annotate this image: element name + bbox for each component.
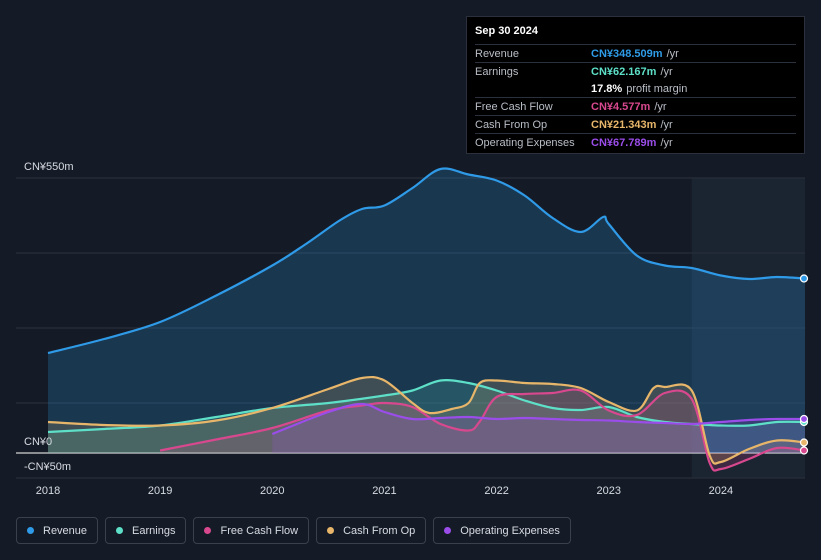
y-axis-bottom-label: -CN¥50m: [24, 461, 71, 473]
operating-expenses-area: [272, 404, 806, 453]
legend-item-label: Earnings: [132, 524, 176, 537]
legend-item-earnings[interactable]: Earnings: [105, 517, 187, 544]
x-tick-label: 2020: [260, 485, 284, 497]
tooltip-row-value: CN¥348.509m: [591, 47, 663, 60]
tooltip-row-revenue: Revenue CN¥348.509m/yr: [475, 44, 796, 62]
tooltip-panel: Sep 30 2024 Revenue CN¥348.509m/yr Earning…: [466, 16, 805, 154]
tooltip-row-value: CN¥67.789m: [591, 136, 657, 149]
revenue-area: [48, 168, 805, 453]
y-axis-top-label: CN¥550m: [24, 161, 74, 173]
tooltip-row-label: Earnings: [475, 65, 519, 78]
revenue-endpoint: [799, 274, 809, 283]
free-cash-flow-line: [159, 388, 806, 472]
tooltip-row-unit: /yr: [666, 47, 679, 60]
legend-item-label: Operating Expenses: [460, 524, 560, 537]
tooltip-row-value: CN¥21.343m: [591, 118, 657, 131]
x-tick-label: 2022: [484, 485, 508, 497]
tooltip-row-value: CN¥4.577m: [591, 100, 651, 113]
legend-item-label: Revenue: [43, 524, 88, 537]
tooltip-date: Sep 30 2024: [475, 25, 538, 37]
earnings-line: [47, 379, 806, 434]
x-tick-label: 2018: [36, 485, 60, 497]
operating-expenses-endpoint: [799, 414, 809, 424]
tooltip-row-earnings: Earnings CN¥62.167m/yr: [475, 62, 796, 80]
series-lines: [47, 167, 806, 472]
grid-lines: [16, 177, 805, 479]
legend-item-revenue[interactable]: Revenue: [16, 517, 99, 544]
tooltip-row-operating-expenses: Operating Expenses CN¥67.789m/yr: [475, 133, 796, 151]
legend-item-cash-from-op[interactable]: Cash From Op: [316, 517, 427, 544]
legend-dot-icon: [204, 527, 212, 534]
tooltip-rows: Revenue CN¥348.509m/yr Earnings CN¥62.167m /…: [475, 44, 796, 151]
tooltip-row-unit: /yr: [660, 65, 673, 78]
y-axis-zero-label: CN¥0: [24, 436, 52, 448]
tooltip-row-unit: /yr: [660, 136, 673, 149]
legend-dot-icon: [327, 527, 335, 534]
tooltip-row-label: Free Cash Flow: [475, 100, 553, 113]
free-cash-flow-endpoint: [799, 446, 809, 455]
tooltip-row-label: Revenue: [475, 47, 520, 60]
legend-dot-icon: [116, 527, 124, 534]
legend: Revenue Earnings Free Cash Flow Cash From O…: [16, 517, 578, 546]
cash-from-op-endpoint: [799, 438, 809, 447]
tooltip-row-profit-margin: 17.8% profit margin: [475, 80, 796, 97]
tooltip-row-unit: profit margin: [626, 82, 688, 95]
x-axis-ticks: 2018 2019 2020 2021 2022 2023 2024: [36, 485, 733, 497]
tooltip-row-unit: /yr: [660, 118, 673, 131]
tooltip-row-value: CN¥62.167m: [591, 65, 657, 78]
x-tick-label: 2019: [148, 485, 172, 497]
x-tick-label: 2023: [596, 485, 620, 497]
tooltip-row-value: 17.8%: [591, 82, 623, 95]
legend-item-free-cash-flow[interactable]: Free Cash Flow: [193, 517, 310, 544]
tooltip-row-cash-from-op: Cash From Op CN¥21.343m/yr: [475, 115, 796, 133]
legend-dot-icon: [444, 527, 452, 534]
cash-from-op-area: [48, 377, 805, 464]
chart: CN¥550m CN¥0 -CN¥50m 2018 2019 2020 2021 202…: [16, 161, 809, 497]
revenue-line: [47, 167, 806, 355]
legend-dot-icon: [27, 527, 34, 534]
legend-item-label: Cash From Op: [343, 524, 416, 537]
operating-expenses-line: [271, 402, 806, 436]
tooltip-row-label: Operating Expenses: [475, 136, 575, 149]
tooltip-row-free-cash-flow: Free Cash Flow CN¥4.577m/yr: [475, 97, 796, 115]
legend-item-operating-expenses[interactable]: Operating Expenses: [433, 517, 571, 544]
tooltip-row-unit: /yr: [654, 100, 667, 113]
series-areas: [48, 168, 806, 471]
free-cash-flow-area: [160, 389, 806, 471]
tooltip-row-label: Cash From Op: [475, 118, 548, 131]
x-tick-label: 2024: [709, 485, 733, 497]
legend-item-label: Free Cash Flow: [220, 524, 299, 537]
x-tick-label: 2021: [372, 485, 396, 497]
series-endpoints: [799, 274, 809, 455]
cash-from-op-line: [47, 375, 806, 465]
